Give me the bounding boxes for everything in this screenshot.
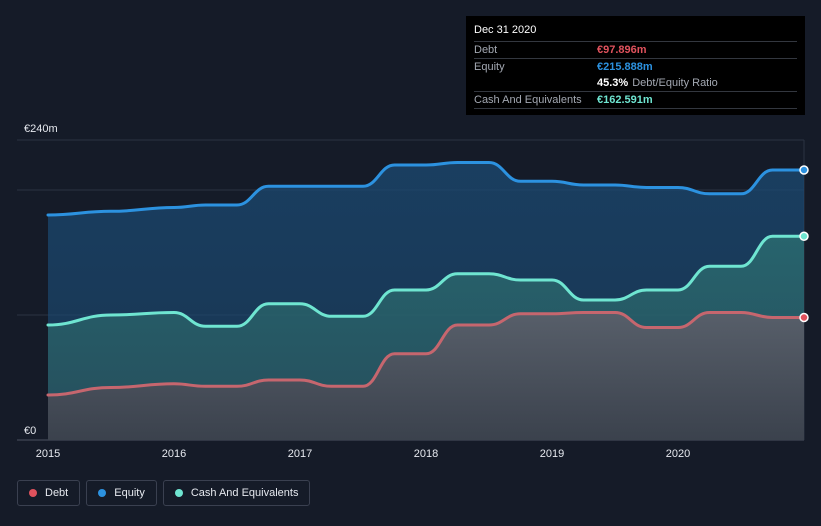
legend-debt-label: Debt [45, 487, 69, 499]
cash-end-marker[interactable] [799, 231, 809, 241]
tooltip-debt-value: €97.896m [597, 44, 647, 56]
cash-line [46, 234, 806, 328]
tooltip-ratio-label: Debt/Equity Ratio [632, 77, 718, 89]
tooltip-equity-label: Equity [474, 61, 505, 73]
tooltip-equity-value: €215.888m [597, 61, 653, 73]
legend-item-equity[interactable]: Equity [86, 480, 157, 506]
debt-line [46, 311, 806, 397]
x-tick-label-2019: 2019 [540, 448, 564, 460]
x-tick-label-2020: 2020 [666, 448, 690, 460]
legend-debt-dot-icon [29, 489, 37, 497]
y-tick-label-0: €0 [24, 425, 36, 437]
legend-cash-dot-icon [174, 489, 183, 497]
tooltip-row-cash: Cash And Equivalents €162.591m [474, 91, 797, 108]
tooltip-cash-value: €162.591m [597, 94, 653, 106]
legend-cash-label: Cash And Equivalents [190, 487, 299, 499]
equity-end-marker[interactable] [799, 165, 809, 175]
legend-item-cash[interactable]: Cash And Equivalents [162, 480, 311, 506]
series-areas [48, 162, 804, 440]
series-lines [46, 160, 806, 397]
axis-labels: €0 €240m 2015 2016 2017 2018 2019 2020 [24, 123, 690, 460]
x-tick-label-2015: 2015 [36, 448, 60, 460]
x-tick-label-2017: 2017 [288, 448, 312, 460]
x-tick-label-2018: 2018 [414, 448, 438, 460]
end-markers [799, 165, 809, 323]
tooltip-debt-label: Debt [474, 44, 498, 56]
y-tick-label-240: €240m [24, 123, 58, 135]
equity-line [46, 160, 806, 217]
debt-end-marker[interactable] [799, 312, 809, 323]
chart-legend: Debt Equity Cash And Equivalents [17, 480, 311, 506]
legend-equity-dot-icon [98, 489, 107, 497]
tooltip-date: Dec 31 2020 [474, 24, 537, 36]
tooltip-panel: Dec 31 2020 Debt €97.896m Equity €215.88… [466, 16, 805, 115]
legend-equity-label: Equity [114, 487, 145, 499]
tooltip-ratio-value: 45.3% [597, 77, 629, 89]
debt-area [48, 312, 804, 440]
tooltip-cash-label: Cash And Equivalents [474, 94, 582, 106]
x-tick-label-2016: 2016 [162, 448, 186, 460]
tooltip-row-debt: Debt €97.896m [474, 41, 797, 58]
legend-item-debt[interactable]: Debt [17, 480, 81, 506]
tooltip-row-ratio: 45.3% Debt/Equity Ratio [474, 75, 797, 91]
tooltip-row-equity: Equity €215.888m [474, 58, 797, 75]
